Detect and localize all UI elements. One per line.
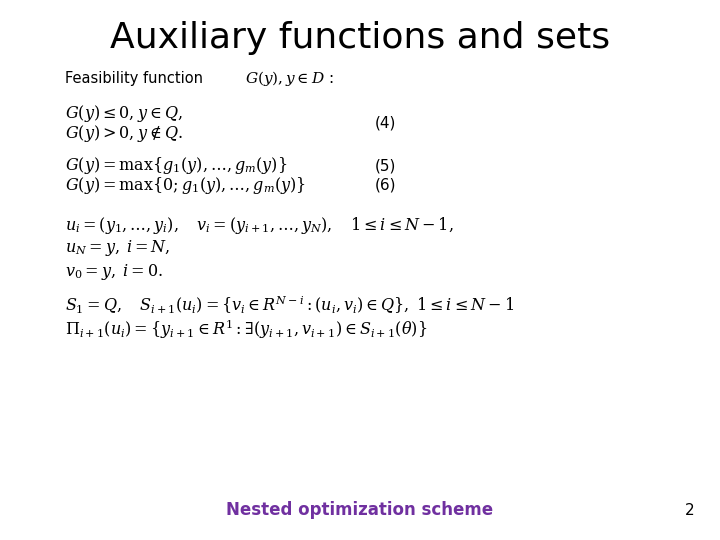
Text: (4): (4) <box>374 116 396 131</box>
Text: $G(y), y \in D$ :: $G(y), y \in D$ : <box>245 69 333 88</box>
Text: $G(y) > 0, y \notin Q.$: $G(y) > 0, y \notin Q.$ <box>65 123 183 144</box>
Text: Auxiliary functions and sets: Auxiliary functions and sets <box>110 21 610 55</box>
Text: $S_1 = Q, \quad S_{i+1}(u_i) = \{v_i \in R^{N-i} : (u_i, v_i) \in Q\}, \; 1 \leq: $S_1 = Q, \quad S_{i+1}(u_i) = \{v_i \in… <box>65 294 514 316</box>
Text: (6): (6) <box>374 178 396 193</box>
Text: $u_N = y, \; i = N,$: $u_N = y, \; i = N,$ <box>65 238 171 259</box>
Text: Nested optimization scheme: Nested optimization scheme <box>226 501 494 519</box>
Text: $\Pi_{i+1}(u_i) = \{y_{i+1} \in R^1 : \exists (y_{i+1}, v_{i+1}) \in S_{i+1}(\th: $\Pi_{i+1}(u_i) = \{y_{i+1} \in R^1 : \e… <box>65 318 427 341</box>
Text: $G(y) = \max\{g_1(y), \ldots, g_m(y)\}$: $G(y) = \max\{g_1(y), \ldots, g_m(y)\}$ <box>65 156 287 176</box>
Text: (5): (5) <box>374 158 396 173</box>
Text: 2: 2 <box>685 503 695 518</box>
Text: $G(y) \leq 0, y \in Q,$: $G(y) \leq 0, y \in Q,$ <box>65 103 182 124</box>
Text: $v_0 = y, \; i = 0.$: $v_0 = y, \; i = 0.$ <box>65 261 163 282</box>
Text: Feasibility function: Feasibility function <box>65 71 203 86</box>
Text: $G(y) = \max\{0; g_1(y), \ldots, g_m(y)\}$: $G(y) = \max\{0; g_1(y), \ldots, g_m(y)\… <box>65 175 306 195</box>
Text: $u_i = (y_1, \ldots, y_i), \quad v_i = (y_{i+1}, \ldots, y_N), \quad 1 \leq i \l: $u_i = (y_1, \ldots, y_i), \quad v_i = (… <box>65 215 454 235</box>
